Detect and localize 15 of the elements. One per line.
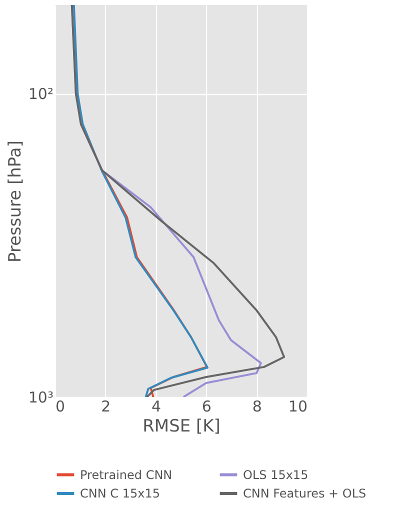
- legend-label: CNN Features + OLS: [243, 486, 366, 500]
- y-tick-label: 10²: [28, 85, 54, 104]
- x-tick-label: 0: [56, 398, 66, 416]
- y-tick-label: 10³: [28, 388, 54, 406]
- line-series: [72, 5, 208, 397]
- x-tick-label: 8: [252, 398, 262, 416]
- x-tick-label: 4: [152, 398, 162, 416]
- x-tick-label: 6: [202, 398, 212, 416]
- x-tick-label: 2: [101, 398, 111, 416]
- legend-label: CNN C 15x15: [80, 486, 160, 500]
- legend-label: Pretrained CNN: [80, 468, 172, 482]
- legend-label: OLS 15x15: [243, 468, 308, 482]
- x-tick-label: 10: [288, 398, 308, 416]
- x-axis-title: RMSE [K]: [142, 416, 220, 436]
- y-axis-title: Pressure [hPa]: [5, 140, 26, 262]
